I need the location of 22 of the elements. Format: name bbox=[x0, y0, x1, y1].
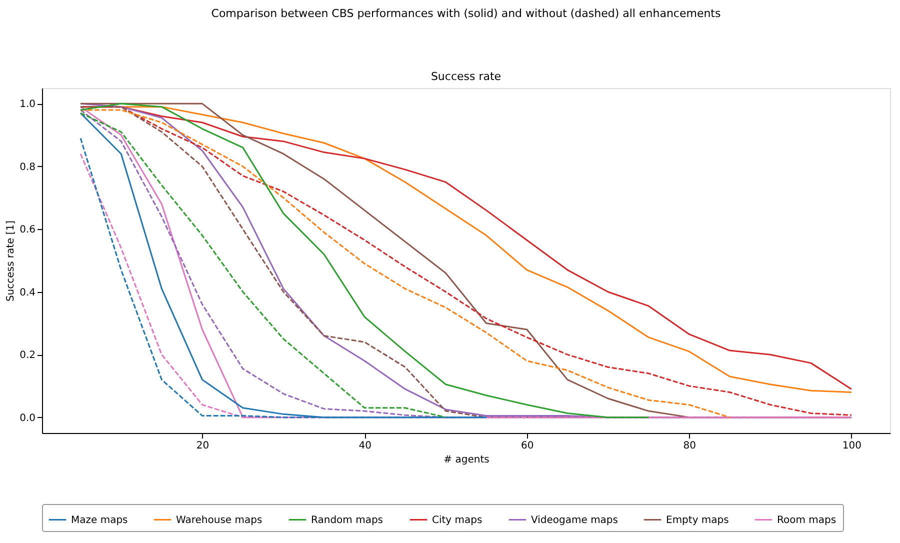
y-axis-title: Success rate [1] bbox=[6, 220, 17, 302]
legend-label: Empty maps bbox=[666, 514, 729, 526]
y-tick-label: 0.0 bbox=[20, 412, 36, 424]
x-tick-label: 80 bbox=[683, 440, 696, 452]
chart-title: Comparison between CBS performances with (solid) and without (dashed) all enhancements bbox=[211, 7, 721, 20]
chart-subtitle: Success rate bbox=[430, 70, 502, 83]
legend-label: City maps bbox=[432, 514, 482, 526]
x-tick-label: 100 bbox=[842, 440, 862, 452]
legend-label: Room maps bbox=[777, 514, 836, 526]
x-tick-label: 20 bbox=[196, 440, 210, 452]
y-tick-label: 0.2 bbox=[20, 350, 36, 362]
y-tick-label: 0.6 bbox=[20, 224, 36, 236]
y-tick-label: 0.4 bbox=[20, 287, 36, 298]
x-tick-label: 60 bbox=[520, 440, 534, 452]
legend-label: Videogame maps bbox=[531, 514, 618, 526]
legend-label: Random maps bbox=[311, 514, 384, 526]
y-tick-label: 0.8 bbox=[20, 162, 36, 173]
y-tick-label: 1.0 bbox=[20, 99, 36, 110]
x-axis-title: # agents bbox=[444, 454, 490, 466]
legend-label: Maze maps bbox=[71, 514, 128, 526]
legend-label: Warehouse maps bbox=[176, 514, 262, 526]
x-tick-label: 40 bbox=[358, 440, 372, 452]
